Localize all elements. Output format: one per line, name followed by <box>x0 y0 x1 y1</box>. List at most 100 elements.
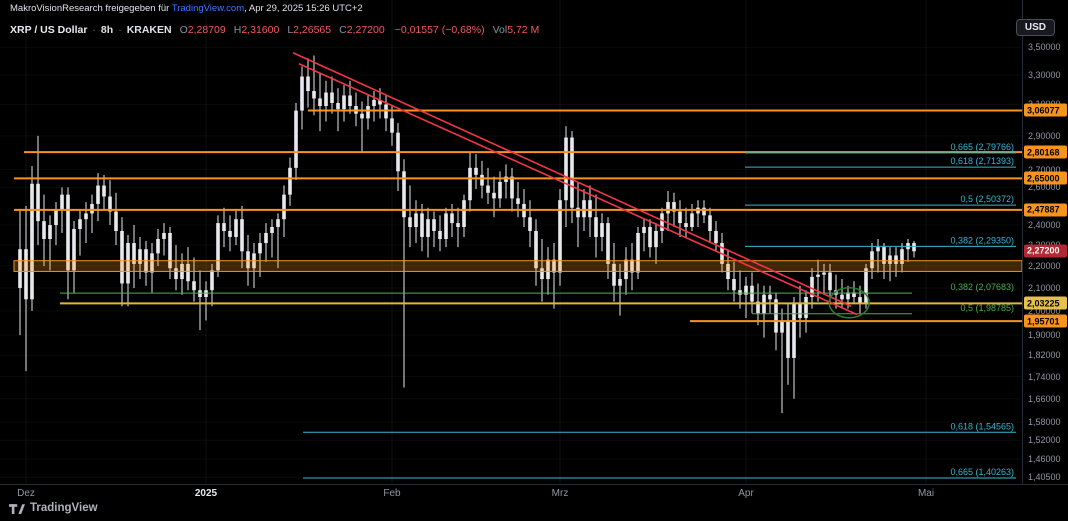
candle-body <box>834 290 838 295</box>
attribution-link[interactable]: TradingView.com <box>171 3 245 14</box>
candle-body <box>414 213 418 228</box>
candle-body <box>672 202 676 212</box>
candle-body <box>468 167 472 201</box>
price-zone-rectangle[interactable] <box>13 260 1022 272</box>
price-tick-label: 2,60000 <box>1028 182 1061 193</box>
candle-body <box>900 249 904 264</box>
candle-body <box>24 249 28 300</box>
candle-body <box>618 279 622 286</box>
candle-body <box>120 230 124 284</box>
candle-body <box>642 227 646 233</box>
candle-body <box>546 259 550 280</box>
candle-body <box>804 297 808 319</box>
price-level-badge[interactable]: 2,80168 <box>1024 145 1067 159</box>
candle-body <box>348 95 352 107</box>
exchange-label[interactable]: KRAKEN <box>126 24 172 36</box>
attribution-bar: MakroVisionResearch freigegeben für Trad… <box>10 3 363 14</box>
candle-body <box>624 259 628 280</box>
candle-body <box>408 217 412 228</box>
price-tick-label: 1,90000 <box>1028 330 1061 341</box>
candle-body <box>102 185 106 197</box>
candle-body <box>552 259 556 273</box>
price-level-badge[interactable]: 2,47887 <box>1024 203 1067 217</box>
price-tick-label: 2,00000 <box>1028 305 1061 316</box>
candle-body <box>156 238 160 254</box>
candle-body <box>756 301 760 314</box>
symbol-name[interactable]: XRP / US Dollar <box>10 24 88 36</box>
candle-body <box>582 200 586 218</box>
time-tick-label: Mai <box>917 488 935 499</box>
candle-body <box>876 247 880 252</box>
price-tick-label: 1,52000 <box>1028 435 1061 446</box>
time-axis[interactable]: Dez 2025 Feb Mrz Apr Mai <box>0 484 1068 502</box>
candle-body <box>516 198 520 204</box>
price-tick-label: 1,74000 <box>1028 371 1061 382</box>
price-axis[interactable]: 3,500003,300003,100002,900002,700002,600… <box>1022 0 1068 484</box>
candle-body <box>822 272 826 275</box>
time-tick-label: Feb <box>383 488 401 499</box>
candle-body <box>96 185 100 204</box>
candle-body <box>654 230 658 248</box>
price-level-badge[interactable]: 2,03225 <box>1024 296 1067 310</box>
price-tick-label: 1,82000 <box>1028 350 1061 361</box>
open-label: O <box>179 24 188 36</box>
fib-level-label: 0,618 (1,54565) <box>950 421 1014 431</box>
chart-plot-area[interactable]: 0,665 (2,79766) 0,618 (2,71393) 0,5 (2,503… <box>0 0 1022 484</box>
candle-body <box>90 203 94 214</box>
price-tick-label: 1,46000 <box>1028 454 1061 465</box>
candle-series <box>18 55 916 414</box>
candle-body <box>246 251 250 269</box>
price-level-badge[interactable]: 1,95701 <box>1024 314 1067 328</box>
currency-toggle-button[interactable]: USD <box>1015 19 1055 36</box>
candle-body <box>840 294 844 300</box>
highlight-ellipse[interactable] <box>828 287 870 319</box>
legend-separator: · <box>92 24 96 36</box>
trendline[interactable] <box>298 63 858 316</box>
time-tick-label: Mrz <box>551 488 569 499</box>
candle-body <box>474 167 478 175</box>
candle-body <box>780 320 784 333</box>
candle-body <box>228 230 232 237</box>
candle-body <box>426 219 430 237</box>
volume-value: 5,72 M <box>507 24 540 36</box>
candle-body <box>66 194 70 271</box>
tradingview-logo-icon[interactable] <box>9 502 25 514</box>
candle-body <box>564 137 568 201</box>
candle-body <box>828 272 832 291</box>
candle-body <box>786 320 790 358</box>
candle-body <box>108 196 112 212</box>
price-level-badge[interactable]: 3,06077 <box>1024 103 1067 117</box>
price-level-badge[interactable]: 2,65000 <box>1024 171 1067 185</box>
candle-body <box>36 183 40 222</box>
candle-body <box>540 268 544 280</box>
candle-body <box>282 194 286 220</box>
volume-label: Vol <box>492 24 508 36</box>
high-label: H <box>233 24 242 36</box>
candle-body <box>816 274 820 277</box>
candle-body <box>240 219 244 252</box>
candle-body <box>138 249 142 264</box>
price-tick-label: 2,20000 <box>1028 261 1061 272</box>
candle-body <box>570 137 574 208</box>
tradingview-brand[interactable]: TradingView <box>30 502 98 514</box>
candle-body <box>288 167 292 195</box>
candle-body <box>630 259 634 273</box>
candle-body <box>462 200 466 228</box>
candle-body <box>702 207 706 216</box>
candle-body <box>324 92 328 107</box>
candle-body <box>294 110 298 168</box>
candle-body <box>768 294 772 300</box>
candle-body <box>402 171 406 218</box>
candle-body <box>594 217 598 237</box>
trendline[interactable] <box>292 52 852 307</box>
interval-label[interactable]: 8h <box>100 24 114 36</box>
candle-body <box>528 217 532 231</box>
candle-body <box>162 232 166 239</box>
ohlc-high: H 2,31600 <box>234 24 280 36</box>
candle-body <box>216 223 220 271</box>
candle-body <box>744 285 748 295</box>
fib-level-label: 0,382 (2,29350) <box>950 235 1014 245</box>
price-level-badge[interactable]: 2,27200 <box>1024 244 1067 258</box>
candle-body <box>858 297 862 304</box>
